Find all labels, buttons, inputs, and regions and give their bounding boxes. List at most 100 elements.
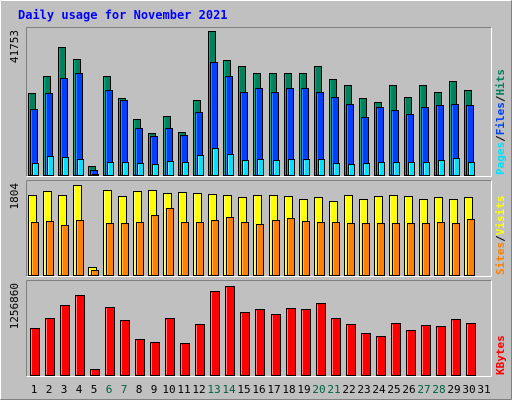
- x-tick-day-6: 6: [106, 383, 113, 396]
- bar-kbytes-day-27: [421, 325, 431, 376]
- bar-kbytes-day-3: [60, 305, 70, 376]
- bar-sites-day-4: [76, 220, 84, 276]
- bar-kbytes-day-19: [301, 309, 311, 376]
- bar-pages-day-27: [423, 162, 430, 176]
- bar-pages-day-17: [273, 160, 280, 176]
- bar-sites-day-2: [46, 221, 54, 276]
- bar-pages-day-29: [453, 158, 460, 176]
- bar-kbytes-day-15: [240, 312, 250, 376]
- bar-pages-day-3: [62, 157, 69, 176]
- x-tick-day-30: 30: [462, 383, 475, 396]
- chart-panels: 41753 Pages/Files/Hits 1804Sites/Visits125…: [8, 27, 507, 377]
- bar-sites-day-9: [151, 215, 159, 276]
- series-sites: [31, 208, 475, 276]
- x-tick-day-14: 14: [222, 383, 236, 396]
- legend-entry: KBytes: [494, 335, 507, 375]
- bar-sites-day-3: [61, 225, 69, 276]
- bar-kbytes-day-22: [346, 324, 356, 376]
- bar-sites-day-25: [392, 223, 400, 276]
- x-tick-day-3: 3: [61, 383, 68, 396]
- chart-title: Daily usage for November 2021: [18, 8, 228, 22]
- bar-sites-day-14: [226, 217, 234, 276]
- panel-hits-files-pages: 41753 Pages/Files/Hits: [8, 27, 507, 177]
- legend-separator: /: [494, 95, 507, 102]
- bar-pages-day-4: [77, 159, 84, 176]
- bar-kbytes-day-29: [451, 319, 461, 376]
- x-tick-day-20: 20: [312, 383, 325, 396]
- series-pages: [32, 148, 475, 176]
- bar-pages-day-26: [408, 162, 415, 176]
- panel-kbytes: 1256860 KBytes: [8, 280, 507, 377]
- x-tick-day-24: 24: [372, 383, 386, 396]
- bar-sites-day-8: [136, 222, 144, 276]
- bar-sites-day-20: [317, 222, 325, 276]
- bar-kbytes-day-7: [120, 320, 130, 376]
- y-max-label: 41753: [8, 30, 21, 63]
- x-tick-day-27: 27: [417, 383, 430, 396]
- x-tick-day-18: 18: [282, 383, 295, 396]
- bar-pages-day-5: [92, 174, 99, 176]
- x-tick-day-11: 11: [177, 383, 190, 396]
- bar-pages-day-28: [438, 160, 445, 176]
- bar-kbytes-day-18: [286, 308, 296, 376]
- bar-pages-day-10: [167, 161, 174, 176]
- bar-pages-day-25: [393, 162, 400, 176]
- panel-legend: KBytes: [494, 335, 507, 375]
- legend-separator: /: [494, 135, 507, 142]
- bar-kbytes-day-17: [271, 314, 281, 376]
- bar-kbytes-day-23: [361, 333, 371, 376]
- bar-sites-day-17: [272, 220, 280, 276]
- bar-pages-day-7: [122, 162, 129, 176]
- bar-pages-day-2: [47, 156, 54, 176]
- bar-sites-day-19: [302, 221, 310, 276]
- x-tick-day-9: 9: [151, 383, 158, 396]
- bar-kbytes-day-9: [150, 342, 160, 376]
- legend-entry: Hits: [494, 69, 507, 96]
- bar-pages-day-11: [182, 162, 189, 176]
- bar-pages-day-20: [318, 159, 325, 176]
- x-tick-day-21: 21: [327, 383, 340, 396]
- legend-entry: Files: [494, 102, 507, 135]
- bar-sites-day-15: [241, 222, 249, 276]
- x-tick-day-28: 28: [432, 383, 445, 396]
- x-tick-day-17: 17: [267, 383, 280, 396]
- bar-kbytes-day-26: [406, 330, 416, 376]
- bar-pages-day-9: [152, 164, 159, 176]
- x-tick-day-29: 29: [447, 383, 460, 396]
- bar-kbytes-day-4: [75, 295, 85, 376]
- bar-pages-day-18: [288, 159, 295, 176]
- x-tick-day-12: 12: [192, 383, 205, 396]
- bar-kbytes-day-25: [391, 323, 401, 376]
- bar-sites-day-23: [362, 223, 370, 276]
- panel-legend: Pages/Files/Hits: [494, 69, 507, 175]
- bar-sites-day-7: [121, 223, 129, 276]
- x-tick-day-26: 26: [402, 383, 415, 396]
- bar-pages-day-16: [257, 159, 264, 176]
- bar-sites-day-26: [407, 223, 415, 276]
- x-axis-day-labels: 1 2 3 4 5 6 7 8 9 10 11 12 13 14 15 16 17 18 19 20 21 22 23 24 2…: [31, 383, 491, 396]
- x-tick-day-5: 5: [91, 383, 98, 396]
- legend-entry: Visits: [494, 196, 507, 236]
- x-tick-day-16: 16: [252, 383, 265, 396]
- bar-sites-day-18: [287, 218, 295, 276]
- x-tick-day-8: 8: [136, 383, 143, 396]
- bar-kbytes-day-30: [466, 323, 476, 376]
- bar-sites-day-5: [91, 270, 99, 276]
- bar-kbytes-day-2: [45, 318, 55, 376]
- bar-kbytes-day-8: [135, 339, 145, 376]
- bar-kbytes-day-12: [195, 324, 205, 376]
- x-tick-day-13: 13: [207, 383, 220, 396]
- bar-sites-day-24: [377, 223, 385, 276]
- x-tick-day-23: 23: [357, 383, 370, 396]
- bar-kbytes-day-24: [376, 336, 386, 376]
- bar-pages-day-12: [197, 155, 204, 176]
- bar-pages-day-23: [363, 163, 370, 176]
- x-tick-day-4: 4: [76, 383, 83, 396]
- x-tick-day-10: 10: [162, 383, 175, 396]
- panel-visits-sites: 1804 Sites/Visits: [8, 180, 507, 277]
- bar-sites-day-6: [106, 223, 114, 276]
- bar-kbytes-day-28: [436, 326, 446, 376]
- bar-kbytes-day-6: [105, 307, 115, 376]
- y-max-label: 1804: [8, 183, 21, 210]
